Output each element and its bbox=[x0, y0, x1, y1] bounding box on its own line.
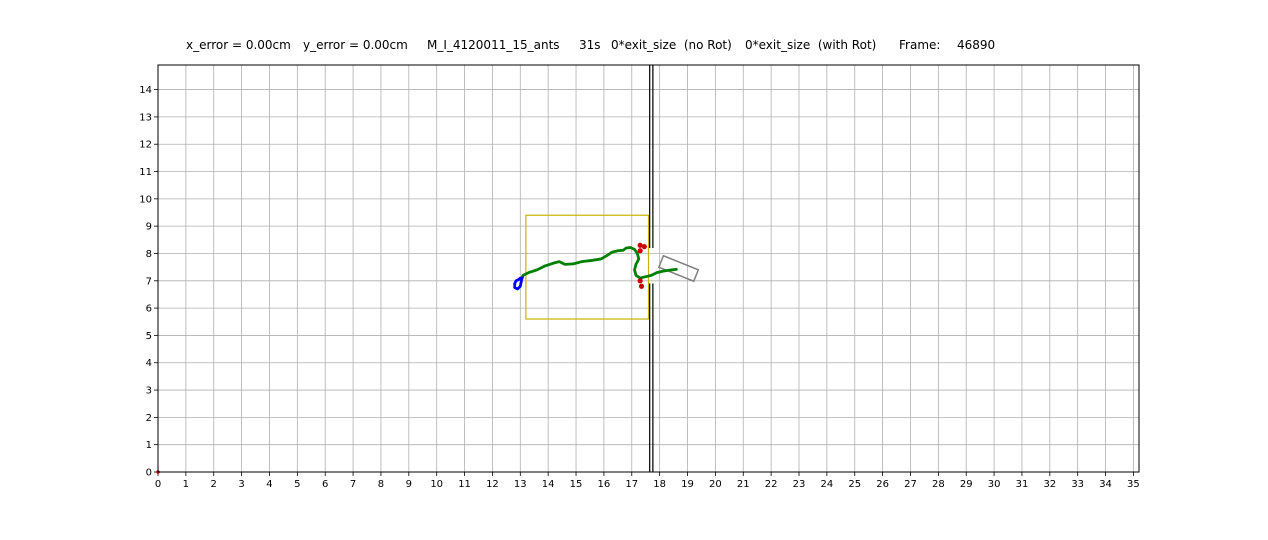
y-tick-label: 13 bbox=[139, 112, 152, 123]
x-error-text: x_error = 0.00cm bbox=[186, 38, 291, 52]
x-tick-label: 3 bbox=[238, 479, 244, 490]
x-tick-label: 20 bbox=[709, 479, 722, 490]
y-tick-label: 8 bbox=[146, 249, 152, 260]
y-tick-label: 4 bbox=[146, 358, 152, 369]
x-tick-label: 4 bbox=[266, 479, 272, 490]
x-tick-label: 21 bbox=[737, 479, 750, 490]
x-tick-label: 16 bbox=[598, 479, 611, 490]
load-box bbox=[657, 254, 700, 283]
y-tick-label: 14 bbox=[139, 85, 152, 96]
frame-value: 46890 bbox=[957, 38, 996, 52]
x-tick-label: 0 bbox=[155, 479, 161, 490]
red-marker bbox=[637, 242, 643, 248]
x-tick-label: 17 bbox=[625, 479, 638, 490]
x-tick-label: 18 bbox=[653, 479, 666, 490]
x-tick-label: 1 bbox=[183, 479, 189, 490]
frame-label: Frame: bbox=[899, 38, 941, 52]
x-tick-label: 11 bbox=[458, 479, 471, 490]
x-tick-label: 19 bbox=[681, 479, 694, 490]
x-tick-label: 26 bbox=[876, 479, 889, 490]
region-box bbox=[525, 214, 650, 320]
y-tick-label: 9 bbox=[146, 222, 152, 233]
y-tick-label: 11 bbox=[139, 167, 152, 178]
axes-frame bbox=[157, 64, 1140, 473]
x-tick-label: 15 bbox=[570, 479, 583, 490]
y-tick-label: 6 bbox=[146, 304, 152, 315]
y-tick-label: 0 bbox=[146, 468, 152, 479]
x-tick-label: 31 bbox=[1016, 479, 1029, 490]
green-trajectory bbox=[521, 246, 678, 280]
x-tick-label: 25 bbox=[848, 479, 861, 490]
y-tick-label: 1 bbox=[146, 440, 152, 451]
x-tick-label: 27 bbox=[904, 479, 917, 490]
chart-title: x_error = 0.00cm y_error = 0.00cm M_I_41… bbox=[0, 38, 1268, 56]
x-tick-label: 29 bbox=[960, 479, 973, 490]
exit-size-no-rot: 0*exit_size (no Rot) bbox=[611, 38, 732, 52]
x-tick-label: 5 bbox=[294, 479, 300, 490]
blue-trajectory bbox=[513, 273, 525, 291]
y-error-text: y_error = 0.00cm bbox=[303, 38, 408, 52]
x-tick-label: 14 bbox=[542, 479, 555, 490]
x-tick-label: 24 bbox=[820, 479, 833, 490]
x-tick-label: 12 bbox=[486, 479, 499, 490]
y-tick-label: 5 bbox=[146, 331, 152, 342]
y-tick-label: 2 bbox=[146, 413, 152, 424]
x-tick-label: 22 bbox=[765, 479, 778, 490]
y-tick-label: 12 bbox=[139, 140, 152, 151]
x-tick-label: 9 bbox=[406, 479, 412, 490]
red-marker bbox=[641, 244, 647, 250]
x-tick-label: 34 bbox=[1099, 479, 1112, 490]
x-tick-label: 7 bbox=[350, 479, 356, 490]
elapsed-time: 31s bbox=[579, 38, 601, 52]
red-marker bbox=[638, 283, 645, 289]
red-marker bbox=[637, 278, 643, 284]
x-tick-label: 6 bbox=[322, 479, 328, 490]
x-tick-label: 23 bbox=[793, 479, 806, 490]
y-tick-label: 10 bbox=[139, 194, 152, 205]
y-tick-label: 7 bbox=[146, 276, 152, 287]
x-tick-label: 30 bbox=[988, 479, 1001, 490]
x-tick-label: 8 bbox=[378, 479, 384, 490]
x-tick-label: 32 bbox=[1043, 479, 1056, 490]
x-tick-label: 2 bbox=[211, 479, 217, 490]
experiment-name: M_I_4120011_15_ants bbox=[427, 38, 560, 52]
red-marker bbox=[637, 248, 643, 254]
x-tick-label: 13 bbox=[514, 479, 527, 490]
x-tick-label: 33 bbox=[1071, 479, 1084, 490]
x-tick-label: 35 bbox=[1127, 479, 1140, 490]
y-tick-label: 3 bbox=[146, 386, 152, 397]
exit-size-with-rot: 0*exit_size (with Rot) bbox=[745, 38, 877, 52]
x-tick-label: 28 bbox=[932, 479, 945, 490]
x-tick-label: 10 bbox=[430, 479, 443, 490]
